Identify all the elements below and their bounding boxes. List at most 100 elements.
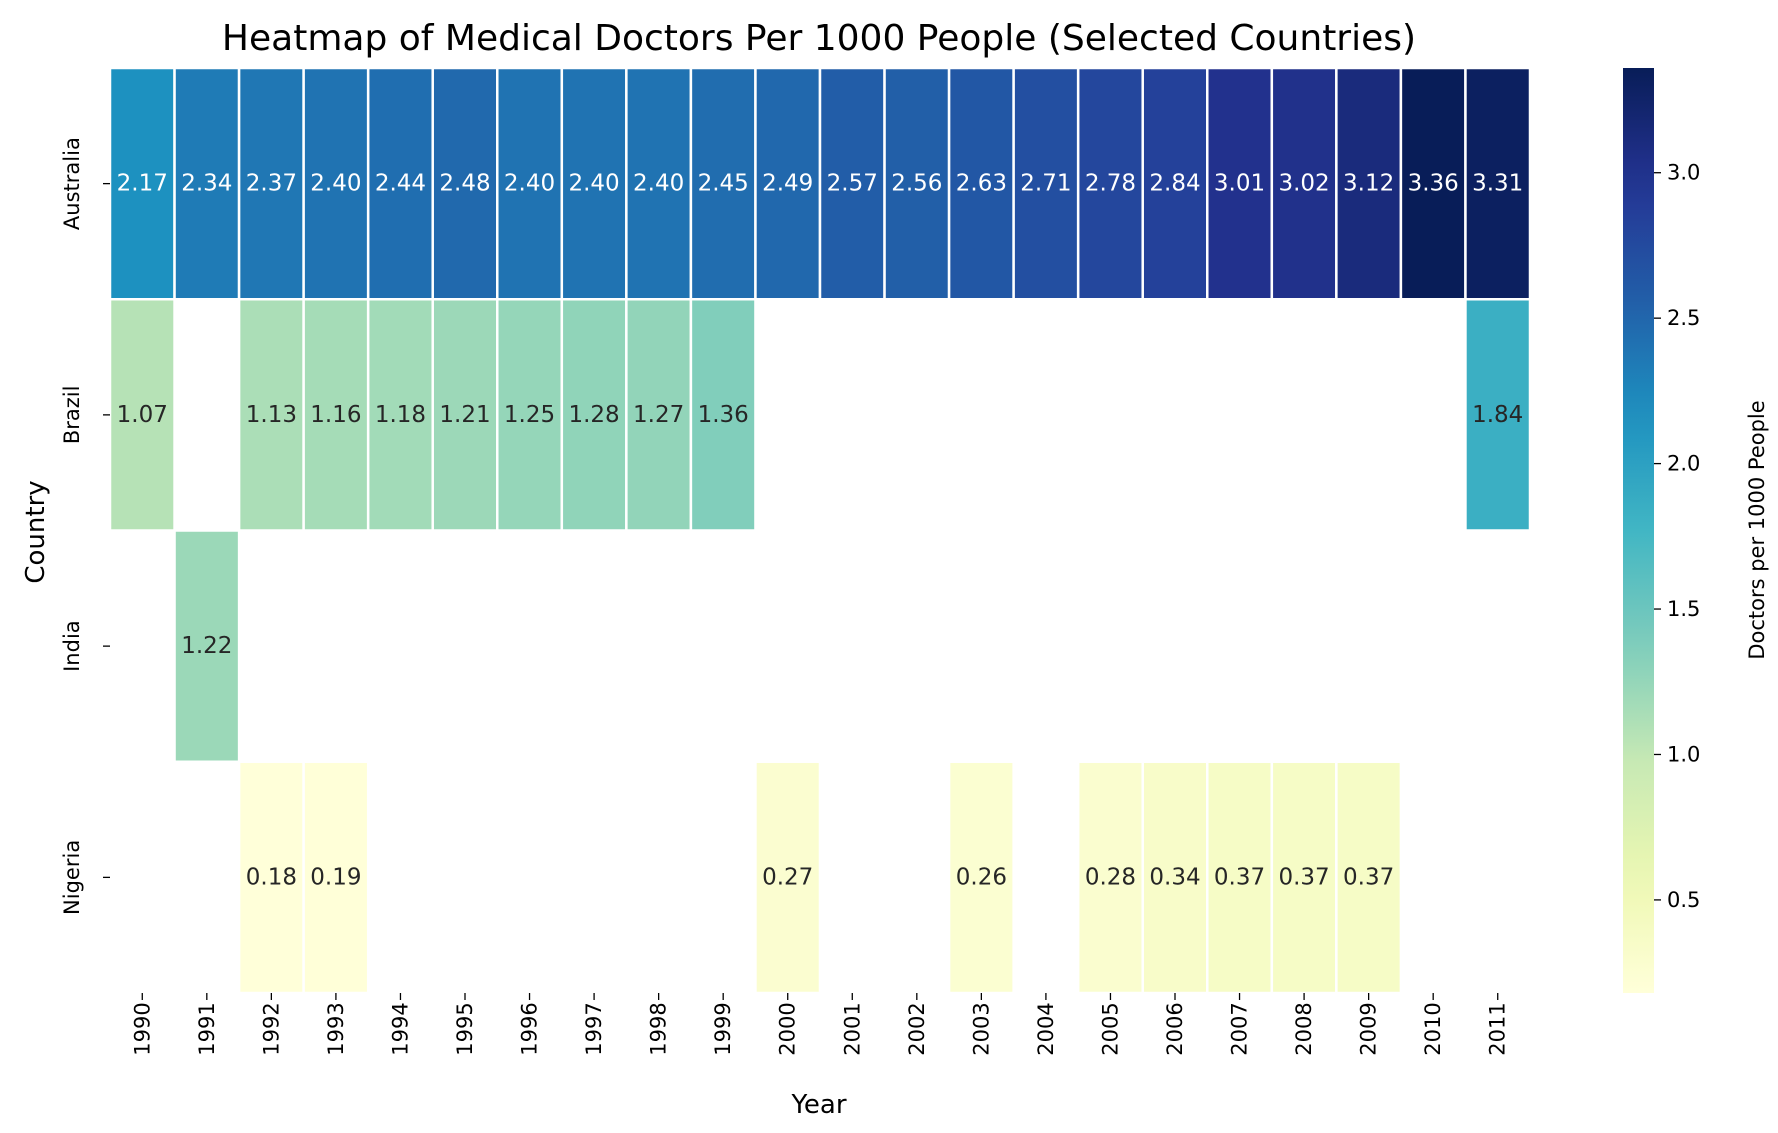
heatmap-cell (1399, 66, 1467, 301)
colorbar-tick-label: 3.0 (1667, 161, 1700, 185)
cell-value-label: 2.44 (375, 171, 426, 197)
cell-value-label: 2.40 (568, 171, 619, 197)
cell-value-label: 1.16 (310, 402, 361, 428)
heatmap-cell (1206, 760, 1274, 995)
cell-value-label: 2.49 (762, 171, 813, 197)
y-tick-label: Australia (60, 137, 84, 230)
cell-value-label: 1.25 (504, 402, 555, 428)
cell-value-label: 0.18 (246, 864, 297, 890)
heatmap-cell (173, 66, 241, 301)
x-tick-label: 2007 (1228, 1002, 1252, 1055)
heatmap-cells (108, 66, 1532, 995)
x-axis-label: Year (790, 1090, 846, 1120)
y-tick-label: Nigeria (60, 840, 84, 915)
x-axis-ticks: 1990 1991 1992 1993 1994 1995 1996 1997 1998 1999… (130, 993, 1510, 1056)
heatmap-cell (1141, 66, 1209, 301)
cell-value-label: 2.71 (1020, 171, 1071, 197)
colorbar-gradient (1623, 68, 1654, 993)
x-tick-label: 2003 (969, 1002, 993, 1055)
x-tick-label: 1993 (324, 1002, 348, 1055)
colorbar-tick-label: 1.5 (1667, 597, 1700, 621)
heatmap-cell (947, 760, 1015, 995)
cell-value-label: 0.28 (1085, 864, 1136, 890)
y-axis-label: Country (21, 480, 51, 583)
heatmap-cell (302, 298, 370, 532)
x-tick-label: 2010 (1421, 1002, 1445, 1055)
y-tick-label: India (60, 620, 84, 672)
heatmap-cell (1335, 66, 1403, 301)
colorbar-tick-label: 2.5 (1667, 306, 1700, 330)
x-tick-label: 1990 (130, 1002, 154, 1055)
heatmap-cell (431, 298, 499, 532)
y-tick-label: Brazil (60, 386, 84, 445)
cell-value-label: 2.37 (246, 171, 297, 197)
heatmap-cell (1464, 66, 1532, 301)
x-tick-label: 2006 (1163, 1002, 1187, 1055)
cell-value-label: 2.57 (827, 171, 878, 197)
colorbar-tick-label: 0.5 (1667, 888, 1700, 912)
x-tick-label: 1994 (388, 1002, 412, 1055)
cell-value-label: 1.22 (181, 633, 232, 659)
cell-value-label: 2.78 (1085, 171, 1136, 197)
x-tick-label: 2005 (1098, 1002, 1122, 1055)
colorbar-tick-label: 1.0 (1667, 742, 1700, 766)
cell-value-label: 1.84 (1472, 402, 1523, 428)
x-tick-label: 1996 (518, 1002, 542, 1055)
x-tick-label: 1992 (259, 1002, 283, 1055)
x-tick-label: 2004 (1034, 1002, 1058, 1055)
x-tick-label: 2011 (1486, 1002, 1510, 1055)
x-tick-label: 1998 (647, 1002, 671, 1055)
x-tick-label: 2009 (1357, 1002, 1381, 1055)
colorbar-ticks: 0.5 1.0 1.5 2.0 2.5 3.0 (1654, 161, 1700, 912)
heatmap-cell (108, 298, 176, 532)
cell-value-label: 2.56 (891, 171, 942, 197)
cell-value-label: 0.37 (1278, 864, 1329, 890)
heatmap-cell (689, 298, 757, 532)
chart-title: Heatmap of Medical Doctors Per 1000 Peop… (222, 18, 1416, 59)
heatmap-cell (431, 66, 499, 301)
cell-value-label: 0.27 (762, 864, 813, 890)
cell-value-label: 1.36 (698, 402, 749, 428)
colorbar-label: Doctors per 1000 People (1745, 400, 1769, 659)
cell-value-label: 1.21 (439, 402, 490, 428)
x-tick-label: 2008 (1292, 1002, 1316, 1055)
cell-value-label: 0.34 (1149, 864, 1200, 890)
cell-value-label: 1.27 (633, 402, 684, 428)
cell-value-label: 3.31 (1472, 171, 1523, 197)
cell-value-label: 1.18 (375, 402, 426, 428)
cell-value-label: 1.07 (117, 402, 168, 428)
colorbar-tick-label: 2.0 (1667, 452, 1700, 476)
heatmap-cell-labels: 2.17 2.34 2.37 2.40 2.44 2.48 2.40 2.40 2.40 2.45… (117, 171, 1524, 891)
colorbar: 0.5 1.0 1.5 2.0 2.5 3.0 Doctors per 1000 Peop… (1623, 68, 1769, 993)
heatmap-cell (560, 298, 628, 532)
heatmap-cell (1076, 66, 1144, 301)
cell-value-label: 1.28 (568, 402, 619, 428)
x-tick-label: 1999 (711, 1002, 735, 1055)
x-tick-label: 2002 (905, 1002, 929, 1055)
cell-value-label: 2.48 (439, 171, 490, 197)
cell-value-label: 0.37 (1343, 864, 1394, 890)
heatmap-cell (560, 66, 628, 301)
cell-value-label: 2.63 (956, 171, 1007, 197)
cell-value-label: 0.37 (1214, 864, 1265, 890)
heatmap-cell (1335, 760, 1403, 995)
heatmap-cell (1464, 298, 1532, 532)
cell-value-label: 3.02 (1278, 171, 1329, 197)
heatmap-cell (1270, 66, 1338, 301)
cell-value-label: 0.19 (310, 864, 361, 890)
y-axis-ticks: Australia Brazil India Nigeria (60, 137, 110, 915)
cell-value-label: 0.26 (956, 864, 1007, 890)
cell-value-label: 3.36 (1408, 171, 1459, 197)
cell-value-label: 2.84 (1149, 171, 1200, 197)
heatmap-cell (818, 66, 886, 301)
cell-value-label: 2.40 (310, 171, 361, 197)
cell-value-label: 3.12 (1343, 171, 1394, 197)
heatmap-cell (754, 760, 822, 995)
cell-value-label: 2.34 (181, 171, 232, 197)
cell-value-label: 2.40 (504, 171, 555, 197)
cell-value-label: 3.01 (1214, 171, 1265, 197)
heatmap-cell (689, 66, 757, 301)
cell-value-label: 2.45 (698, 171, 749, 197)
heatmap-cell (947, 66, 1015, 301)
